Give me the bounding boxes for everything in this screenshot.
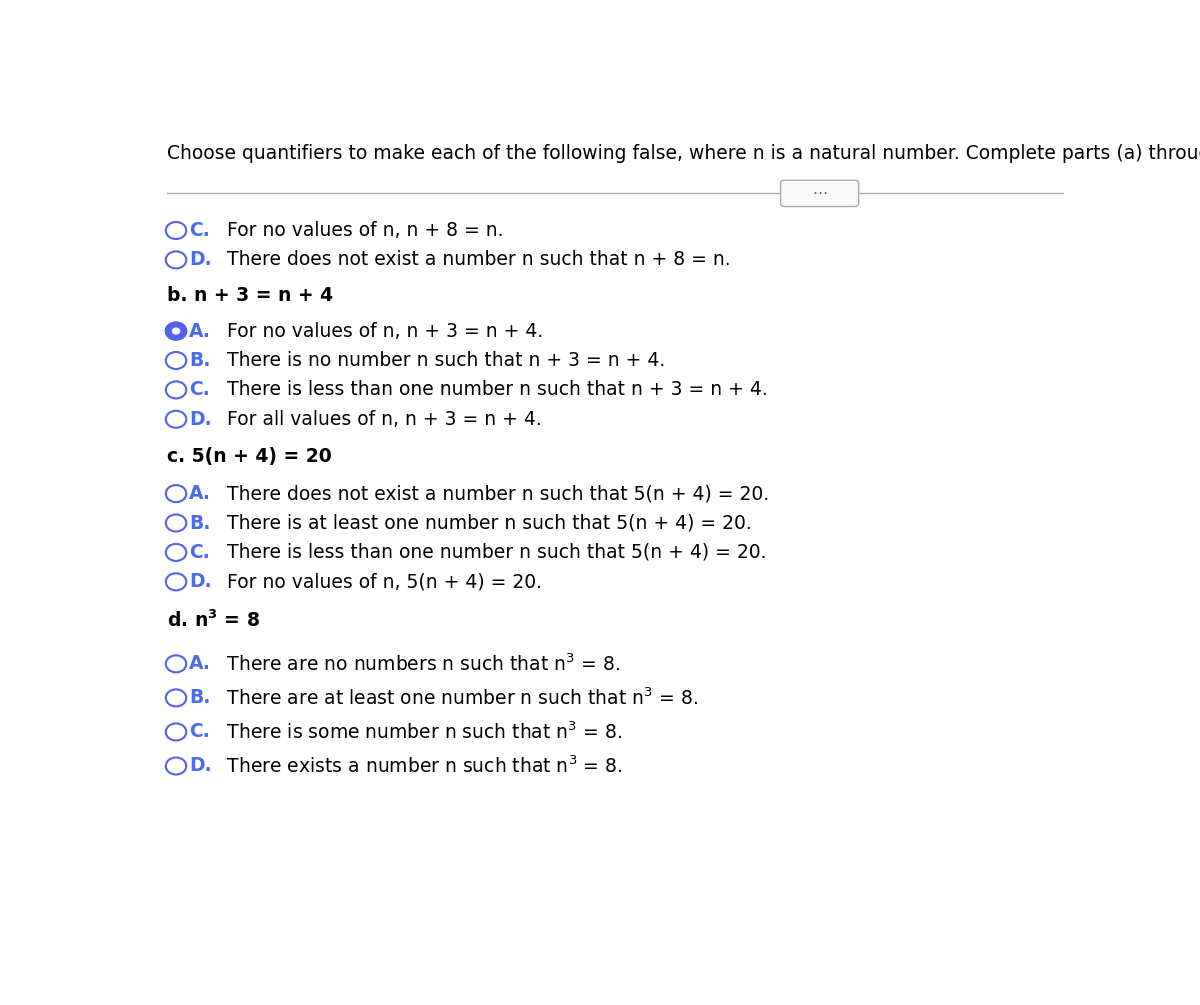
Text: A.: A.	[190, 654, 211, 673]
Text: ⋯: ⋯	[812, 186, 827, 201]
Text: A.: A.	[190, 322, 211, 341]
Circle shape	[166, 222, 186, 239]
Text: B.: B.	[190, 514, 210, 533]
Text: For no values of n, n + 8 = n.: For no values of n, n + 8 = n.	[215, 221, 504, 240]
Circle shape	[166, 251, 186, 268]
Circle shape	[166, 515, 186, 532]
Circle shape	[172, 328, 180, 335]
Circle shape	[166, 689, 186, 707]
Text: There is less than one number n such that n + 3 = n + 4.: There is less than one number n such tha…	[215, 381, 768, 399]
Text: There exists a number n such that $\mathregular{n}^{\mathregular{3}}$ = 8.: There exists a number n such that $\math…	[215, 755, 623, 777]
Text: d. $\mathregular{n}^{\mathregular{3}}$ = 8: d. $\mathregular{n}^{\mathregular{3}}$ =…	[167, 610, 259, 631]
Text: A.: A.	[190, 484, 211, 504]
Circle shape	[166, 381, 186, 398]
Text: For no values of n, 5(n + 4) = 20.: For no values of n, 5(n + 4) = 20.	[215, 572, 542, 591]
Text: B.: B.	[190, 351, 210, 370]
Text: For no values of n, n + 3 = n + 4.: For no values of n, n + 3 = n + 4.	[215, 322, 544, 341]
Text: D.: D.	[190, 572, 211, 591]
Text: D.: D.	[190, 410, 211, 429]
Text: There is less than one number n such that 5(n + 4) = 20.: There is less than one number n such tha…	[215, 543, 767, 562]
Circle shape	[166, 655, 186, 672]
FancyBboxPatch shape	[780, 180, 859, 206]
Text: D.: D.	[190, 757, 211, 776]
Text: There does not exist a number n such that 5(n + 4) = 20.: There does not exist a number n such tha…	[215, 484, 769, 504]
Circle shape	[166, 323, 186, 340]
Text: B.: B.	[190, 688, 210, 708]
Circle shape	[166, 485, 186, 502]
Text: b. n + 3 = n + 4: b. n + 3 = n + 4	[167, 286, 332, 305]
Text: There is no number n such that n + 3 = n + 4.: There is no number n such that n + 3 = n…	[215, 351, 665, 370]
Circle shape	[166, 544, 186, 561]
Text: There does not exist a number n such that n + 8 = n.: There does not exist a number n such tha…	[215, 250, 731, 269]
Text: C.: C.	[190, 381, 210, 399]
Circle shape	[166, 724, 186, 741]
Text: There are at least one number n such that $\mathregular{n}^{\mathregular{3}}$ = : There are at least one number n such tha…	[215, 687, 698, 709]
Text: There is some number n such that $\mathregular{n}^{\mathregular{3}}$ = 8.: There is some number n such that $\mathr…	[215, 722, 623, 743]
Circle shape	[166, 352, 186, 369]
Circle shape	[166, 411, 186, 428]
Circle shape	[166, 573, 186, 590]
Text: c. 5(n + 4) = 20: c. 5(n + 4) = 20	[167, 447, 331, 466]
Circle shape	[166, 758, 186, 775]
Text: C.: C.	[190, 543, 210, 562]
Circle shape	[166, 323, 186, 340]
Text: C.: C.	[190, 723, 210, 742]
Text: C.: C.	[190, 221, 210, 240]
Text: D.: D.	[190, 250, 211, 269]
Text: Choose quantifiers to make each of the following false, where n is a natural num: Choose quantifiers to make each of the f…	[167, 144, 1200, 163]
Text: There are no numbers n such that $\mathregular{n}^{\mathregular{3}}$ = 8.: There are no numbers n such that $\mathr…	[215, 653, 620, 674]
Text: For all values of n, n + 3 = n + 4.: For all values of n, n + 3 = n + 4.	[215, 410, 542, 429]
Text: There is at least one number n such that 5(n + 4) = 20.: There is at least one number n such that…	[215, 514, 752, 533]
